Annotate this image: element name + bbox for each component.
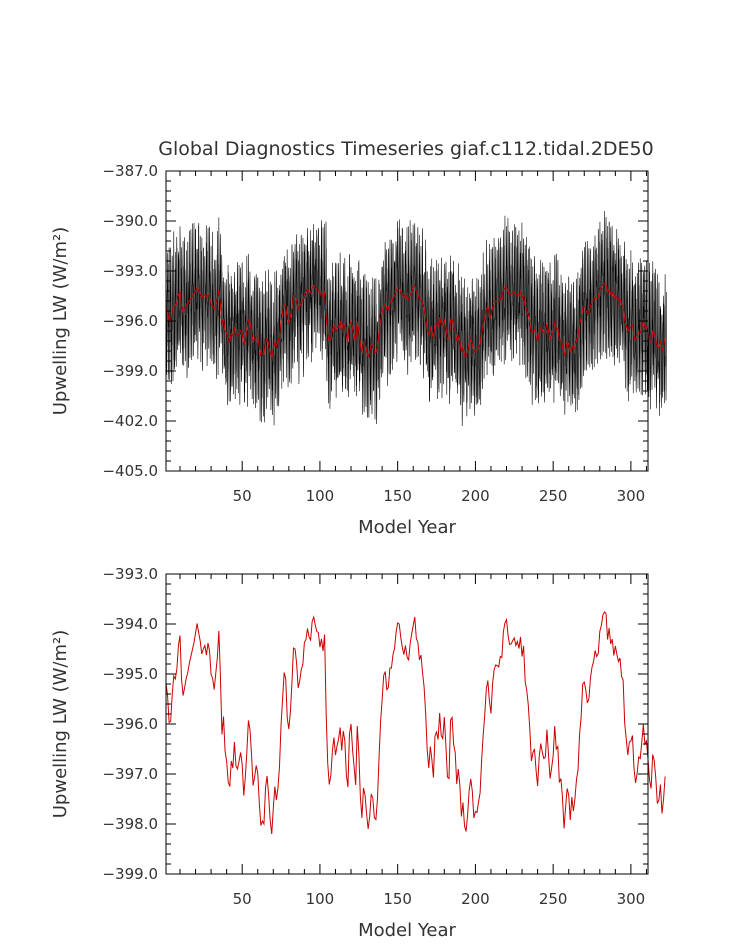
y-tick-label: −396.0: [102, 312, 158, 330]
y-tick-label: −394.0: [102, 615, 158, 633]
x-tick-label: 100: [306, 487, 335, 505]
x-tick-label: 50: [233, 890, 252, 908]
x-tick-label: 50: [233, 487, 252, 505]
top-y-axis-label: Upwelling LW (W/m²): [50, 227, 71, 416]
y-tick-label: −390.0: [102, 212, 158, 230]
y-tick-label: −402.0: [102, 412, 158, 430]
y-tick-label: −387.0: [102, 162, 158, 180]
x-tick-label: 200: [461, 890, 490, 908]
top-x-tick-labels: 50 100 150 200 250 300: [233, 487, 646, 505]
x-tick-label: 100: [306, 890, 335, 908]
y-tick-label: −399.0: [102, 362, 158, 380]
y-tick-label: −395.0: [102, 665, 158, 683]
top-panel: −405.0 −402.0 −399.0 −396.0 −393.0 −390.0 −387…: [50, 162, 667, 538]
bottom-y-axis-label: Upwelling LW (W/m²): [50, 630, 71, 819]
x-tick-label: 250: [539, 890, 568, 908]
x-tick-label: 300: [617, 890, 646, 908]
y-tick-label: −405.0: [102, 462, 158, 480]
bottom-y-tick-labels: −399.0 −398.0 −397.0 −396.0 −395.0 −394.0 −393…: [102, 565, 158, 883]
annual-mean-line-bottom: [165, 611, 666, 835]
top-x-axis-label: Model Year: [358, 517, 456, 538]
top-y-tick-labels: −405.0 −402.0 −399.0 −396.0 −393.0 −390.0 −387…: [102, 162, 158, 480]
top-axis-ticks: [166, 170, 648, 472]
y-tick-label: −396.0: [102, 715, 158, 733]
top-plot-area: [165, 211, 667, 427]
y-tick-label: −398.0: [102, 815, 158, 833]
x-tick-label: 200: [461, 487, 490, 505]
y-tick-label: −397.0: [102, 765, 158, 783]
y-tick-label: −393.0: [102, 565, 158, 583]
chart-title: Global Diagnostics Timeseries giaf.c112.…: [158, 138, 653, 160]
y-tick-label: −399.0: [102, 865, 158, 883]
bottom-x-axis-label: Model Year: [358, 920, 456, 941]
bottom-axis-ticks: [166, 573, 648, 875]
y-tick-label: −393.0: [102, 262, 158, 280]
x-tick-label: 300: [617, 487, 646, 505]
monthly-series-line: [165, 211, 667, 427]
bottom-panel: −399.0 −398.0 −397.0 −396.0 −395.0 −394.0 −393…: [50, 565, 666, 941]
bottom-plot-area: [165, 611, 666, 835]
top-plot-frame: [165, 170, 649, 472]
annual-mean-line-top: [165, 283, 666, 360]
x-tick-label: 150: [383, 487, 412, 505]
bottom-plot-frame: [165, 573, 649, 875]
x-tick-label: 150: [383, 890, 412, 908]
x-tick-label: 250: [539, 487, 568, 505]
bottom-x-tick-labels: 50 100 150 200 250 300: [233, 890, 646, 908]
